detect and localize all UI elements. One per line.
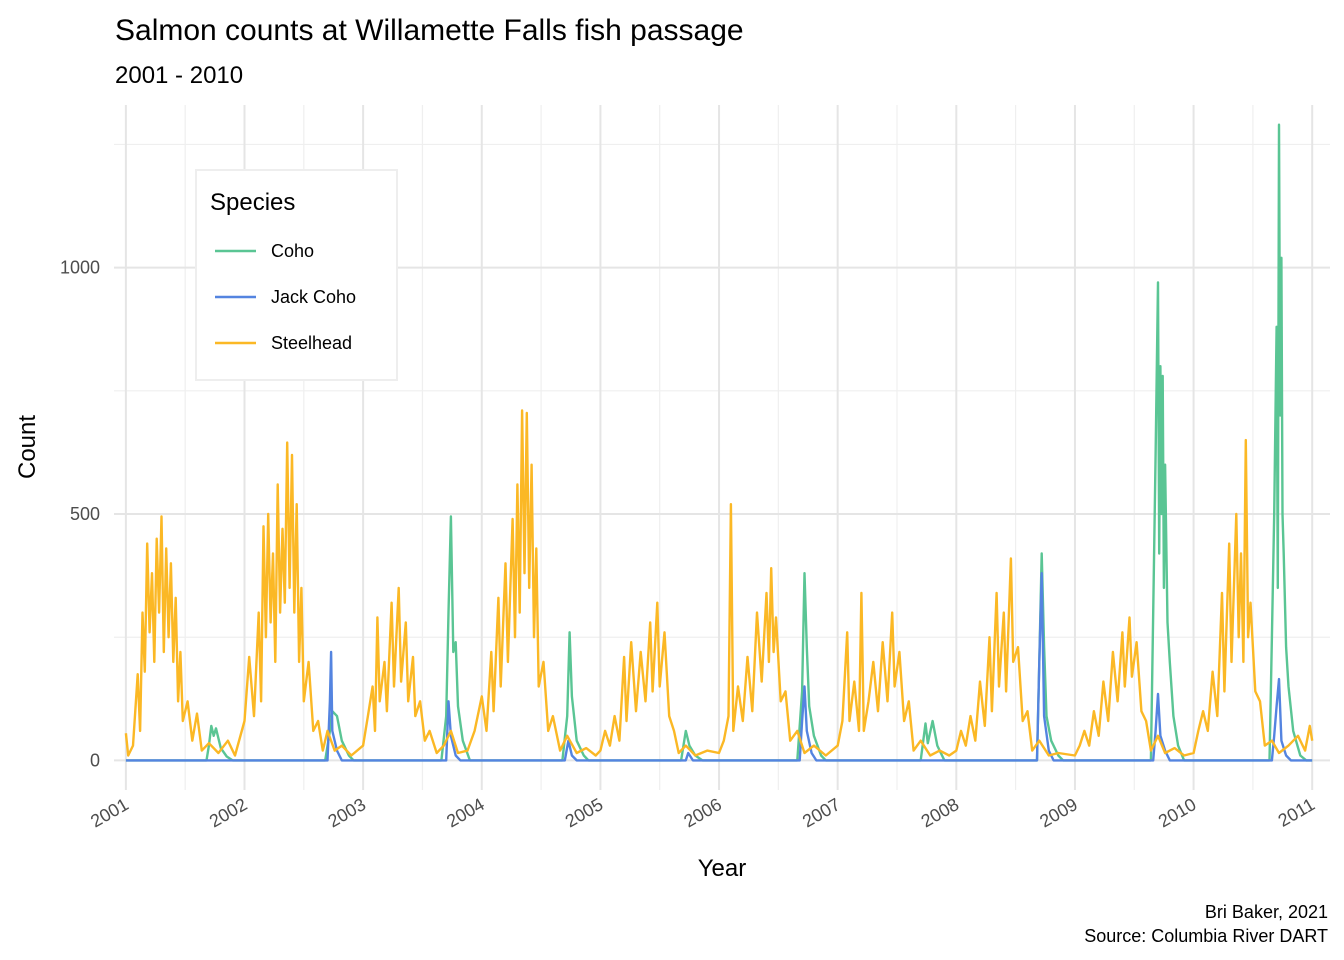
x-tick-label: 2004 [443,794,488,831]
x-tick-label: 2009 [1036,794,1081,831]
x-tick-label: 2007 [799,794,844,831]
legend-box [195,169,398,381]
x-tick-label: 2005 [562,794,607,831]
x-tick-label: 2011 [1275,794,1319,831]
x-tick-label: 2010 [1155,794,1200,831]
series-lines [124,123,1314,762]
legend-items: Coho Jack Coho Steelhead [215,241,356,353]
series-line-steelhead [124,409,1314,757]
y-axis-title: Count [14,415,41,479]
y-axis-ticks: 0 500 1000 [60,258,100,771]
legend-label: Coho [271,241,314,261]
chart-subtitle: 2001 - 2010 [115,62,243,89]
caption-line-1: Bri Baker, 2021 [1205,902,1328,922]
caption-line-2: Source: Columbia River DART [1084,926,1328,946]
y-tick-label: 0 [90,750,100,770]
y-tick-label: 1000 [60,258,100,278]
legend-label: Jack Coho [271,287,356,307]
legend: Species Coho Jack Coho Steelhead [195,169,398,381]
x-tick-label: 2006 [680,794,725,831]
x-tick-label: 2002 [206,794,251,831]
x-axis-ticks: 2001 2002 2003 2004 2005 2006 2007 2008 2009 2010… [87,794,1318,831]
legend-label: Steelhead [271,333,352,353]
y-tick-label: 500 [70,504,100,524]
x-tick-label: 2001 [87,794,132,831]
x-tick-label: 2008 [918,794,963,831]
x-tick-label: 2003 [324,794,369,831]
x-axis-title: Year [698,855,747,882]
chart-title: Salmon counts at Willamette Falls fish p… [115,14,744,47]
legend-title: Species [210,189,295,216]
